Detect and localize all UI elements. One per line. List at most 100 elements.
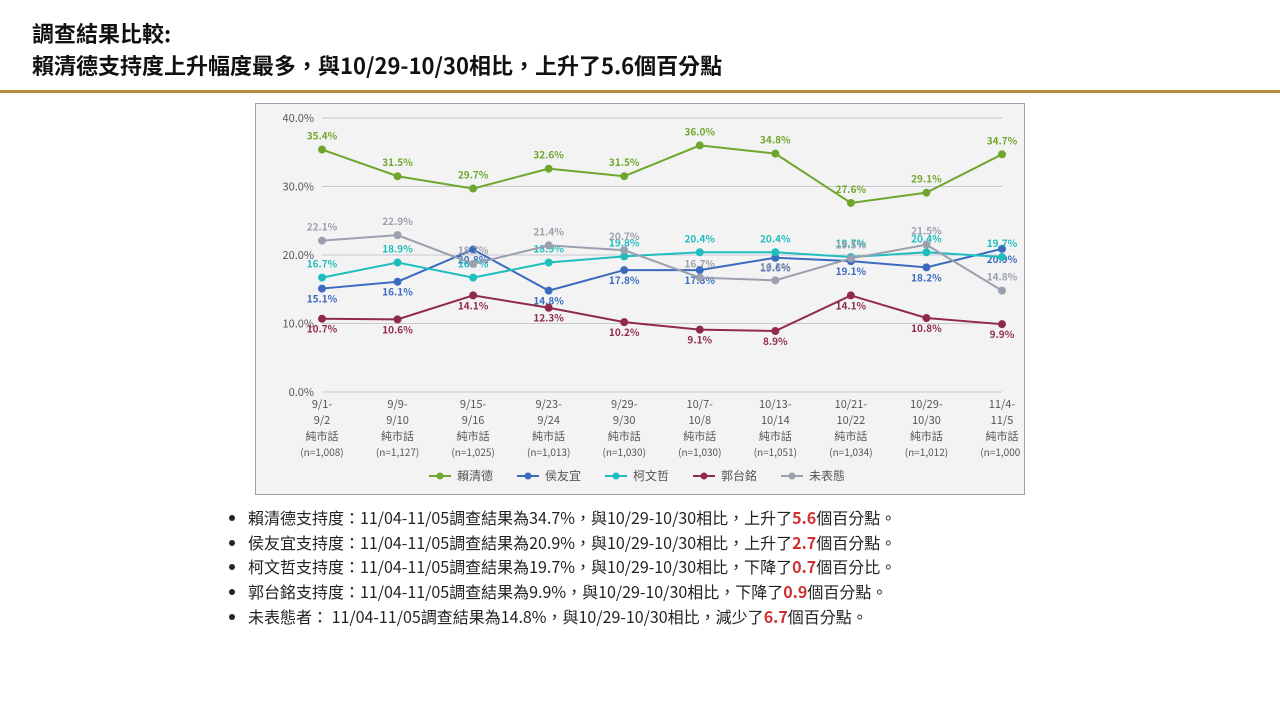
svg-text:9/29-: 9/29-	[611, 396, 638, 412]
summary-item: 未表態者： 11/04-11/05調查結果為14.8%，與10/29-10/30…	[248, 604, 1060, 629]
svg-text:19.7%: 19.7%	[987, 235, 1018, 250]
svg-text:15.1%: 15.1%	[307, 290, 338, 305]
chart-container: 0.0%10.0%20.0%30.0%40.0%35.4%31.5%29.7%3…	[255, 103, 1025, 495]
svg-text:10.8%: 10.8%	[911, 320, 942, 335]
svg-text:16.7%: 16.7%	[684, 255, 715, 270]
svg-text:18.7%: 18.7%	[458, 242, 489, 257]
svg-text:30.0%: 30.0%	[282, 178, 314, 194]
svg-text:純市話: 純市話	[834, 428, 867, 444]
svg-text:18.2%: 18.2%	[911, 269, 942, 284]
svg-text:9/2: 9/2	[314, 412, 331, 428]
svg-text:12.3%: 12.3%	[533, 310, 564, 325]
svg-text:36.0%: 36.0%	[684, 123, 715, 138]
svg-text:(n=1,030): (n=1,030)	[603, 444, 646, 459]
svg-text:14.1%: 14.1%	[458, 297, 489, 312]
svg-text:純市話: 純市話	[457, 428, 490, 444]
svg-text:20.4%: 20.4%	[684, 230, 715, 245]
svg-text:10.7%: 10.7%	[307, 320, 338, 335]
svg-text:31.5%: 31.5%	[382, 154, 413, 169]
bullet-delta: 5.6	[792, 505, 816, 529]
svg-text:(n=1,013): (n=1,013)	[527, 444, 570, 459]
svg-text:20.7%: 20.7%	[609, 228, 640, 243]
title-divider	[0, 90, 1280, 93]
svg-text:17.8%: 17.8%	[609, 272, 640, 287]
svg-text:19.1%: 19.1%	[836, 263, 867, 278]
svg-text:9/10: 9/10	[386, 412, 409, 428]
svg-text:32.6%: 32.6%	[533, 146, 564, 161]
svg-text:9/23-: 9/23-	[535, 396, 562, 412]
bullet-lead: 郭台銘支持度：11/04-11/05調查結果為9.9%，與10/29-10/30…	[248, 579, 783, 603]
svg-text:純市話: 純市話	[532, 428, 565, 444]
svg-text:16.7%: 16.7%	[307, 255, 338, 270]
svg-text:22.9%: 22.9%	[382, 213, 413, 228]
svg-text:9.9%: 9.9%	[990, 326, 1015, 341]
title-line-2: 賴清德支持度上升幅度最多，與10/29-10/30相比，上升了5.6個百分點	[32, 50, 1248, 82]
svg-text:35.4%: 35.4%	[307, 127, 338, 142]
summary-item: 郭台銘支持度：11/04-11/05調查結果為9.9%，與10/29-10/30…	[248, 579, 1060, 604]
svg-text:(n=1,025): (n=1,025)	[451, 444, 494, 459]
bullet-lead: 柯文哲支持度：11/04-11/05調查結果為19.7%，與10/29-10/3…	[248, 554, 792, 578]
bullet-tail: 個百分點。	[816, 505, 896, 529]
summary-item: 賴清德支持度：11/04-11/05調查結果為34.7%，與10/29-10/3…	[248, 505, 1060, 530]
bullet-tail: 個百分點。	[816, 530, 896, 554]
svg-text:純市話: 純市話	[986, 428, 1019, 444]
bullet-tail: 個百分點。	[788, 604, 868, 628]
svg-text:11/5: 11/5	[991, 412, 1014, 428]
summary-item: 柯文哲支持度：11/04-11/05調查結果為19.7%，與10/29-10/3…	[248, 554, 1060, 579]
bullet-lead: 賴清德支持度：11/04-11/05調查結果為34.7%，與10/29-10/3…	[248, 505, 792, 529]
svg-text:19.5%: 19.5%	[836, 236, 867, 251]
bullet-lead: 未表態者： 11/04-11/05調查結果為14.8%，與10/29-10/30…	[248, 604, 764, 628]
svg-text:9/1-: 9/1-	[312, 396, 333, 412]
svg-text:14.8%: 14.8%	[987, 268, 1018, 283]
svg-text:(n=1,012): (n=1,012)	[905, 444, 948, 459]
svg-text:27.6%: 27.6%	[836, 181, 867, 196]
svg-text:10/14: 10/14	[761, 412, 790, 428]
svg-text:賴清德: 賴清德	[457, 467, 493, 484]
svg-text:34.8%: 34.8%	[760, 131, 791, 146]
svg-text:9/16: 9/16	[462, 412, 485, 428]
svg-text:(n=1,030): (n=1,030)	[678, 444, 721, 459]
svg-text:11/4-: 11/4-	[989, 396, 1016, 412]
svg-text:(n=1,000): (n=1,000)	[980, 444, 1020, 459]
summary-list: 賴清德支持度：11/04-11/05調查結果為34.7%，與10/29-10/3…	[220, 505, 1060, 629]
svg-text:柯文哲: 柯文哲	[633, 467, 669, 484]
bullet-delta: 0.7	[792, 554, 816, 578]
line-chart: 0.0%10.0%20.0%30.0%40.0%35.4%31.5%29.7%3…	[260, 108, 1020, 490]
svg-text:10.6%: 10.6%	[382, 321, 413, 336]
svg-text:純市話: 純市話	[381, 428, 414, 444]
svg-text:未表態: 未表態	[809, 467, 845, 484]
bullet-lead: 侯友宜支持度：11/04-11/05調查結果為20.9%，與10/29-10/3…	[248, 530, 792, 554]
svg-text:10/22: 10/22	[837, 412, 866, 428]
svg-text:侯友宜: 侯友宜	[545, 467, 581, 484]
svg-text:(n=1,051): (n=1,051)	[754, 444, 797, 459]
svg-text:18.9%: 18.9%	[382, 240, 413, 255]
svg-text:21.4%: 21.4%	[533, 223, 564, 238]
svg-text:純市話: 純市話	[910, 428, 943, 444]
svg-text:純市話: 純市話	[306, 428, 339, 444]
svg-text:31.5%: 31.5%	[609, 154, 640, 169]
svg-text:29.7%: 29.7%	[458, 166, 489, 181]
title-line-1: 調查結果比較:	[32, 18, 1248, 50]
svg-text:(n=1,008): (n=1,008)	[300, 444, 343, 459]
svg-text:0.0%: 0.0%	[289, 384, 314, 400]
svg-text:40.0%: 40.0%	[282, 110, 314, 126]
svg-text:10/21-: 10/21-	[835, 396, 868, 412]
svg-text:純市話: 純市話	[683, 428, 716, 444]
svg-text:21.5%: 21.5%	[911, 223, 942, 238]
svg-text:9/15-: 9/15-	[460, 396, 487, 412]
svg-text:純市話: 純市話	[759, 428, 792, 444]
bullet-tail: 個百分比。	[816, 554, 896, 578]
svg-text:34.7%: 34.7%	[987, 132, 1018, 147]
svg-text:16.1%: 16.1%	[382, 283, 413, 298]
svg-text:純市話: 純市話	[608, 428, 641, 444]
svg-text:10.2%: 10.2%	[609, 324, 640, 339]
svg-text:22.1%: 22.1%	[307, 218, 338, 233]
svg-text:(n=1,127): (n=1,127)	[376, 444, 419, 459]
svg-text:9/9-: 9/9-	[387, 396, 408, 412]
svg-text:10/30: 10/30	[912, 412, 941, 428]
svg-text:10/29-: 10/29-	[910, 396, 943, 412]
svg-text:(n=1,034): (n=1,034)	[829, 444, 872, 459]
bullet-tail: 個百分點。	[807, 579, 887, 603]
svg-text:16.3%: 16.3%	[760, 258, 791, 273]
bullet-delta: 6.7	[764, 604, 788, 628]
